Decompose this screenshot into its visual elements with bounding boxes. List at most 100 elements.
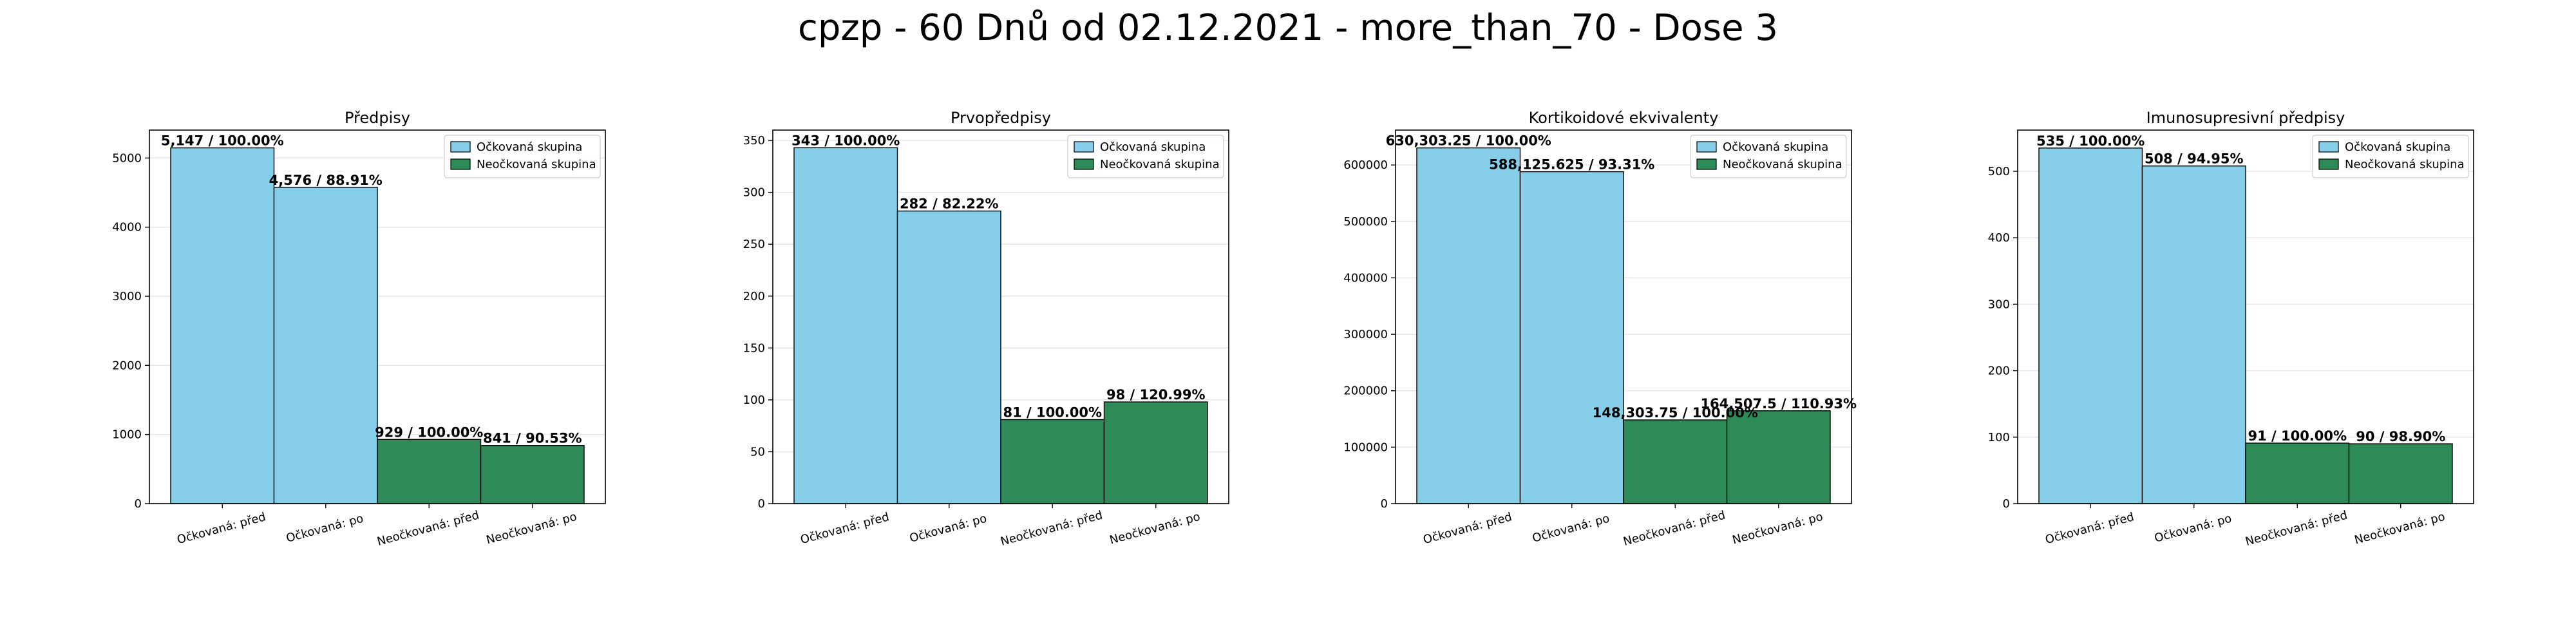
legend-box	[1067, 135, 1224, 178]
panel-title: Předpisy	[345, 109, 410, 127]
y-tick-label: 4000	[112, 221, 142, 234]
y-tick-label: 150	[743, 341, 765, 355]
data-label: 164,507.5 / 110.93%	[1700, 396, 1857, 412]
panel-title: Prvopředpisy	[951, 109, 1051, 127]
legend: Očkovaná skupina Neočkovaná skupina	[1067, 135, 1224, 178]
legend-label: Očkovaná skupina	[1723, 140, 1828, 154]
x-tick-label: Neočkovaná: po	[1108, 510, 1202, 547]
axes-frame	[1395, 129, 1852, 504]
bar	[480, 445, 585, 504]
y-tick-label: 400	[1988, 231, 2010, 245]
bar	[896, 210, 1001, 504]
chart-panel: 630,303.25 / 100.00% 588,125.625 / 93.31%…	[1343, 109, 1857, 549]
y-tick-label: 250	[743, 238, 765, 251]
legend: Očkovaná skupina Neočkovaná skupina	[1690, 135, 1847, 178]
x-tick-label: Očkovaná: před	[2044, 510, 2136, 547]
y-tick-label: 400000	[1343, 271, 1388, 285]
y-tick-label: 2000	[112, 359, 142, 372]
data-label: 508 / 94.95%	[2145, 151, 2244, 167]
x-tick-label: Neočkovaná: po	[2353, 510, 2447, 547]
x-tick-label: Očkovaná: po	[1531, 512, 1611, 545]
data-label: 91 / 100.00%	[2248, 428, 2347, 444]
legend-label: Neočkovaná skupina	[1723, 158, 1842, 171]
axes-frame	[2017, 129, 2474, 504]
axes-frame	[772, 129, 1229, 504]
data-label: 148,303.75 / 100.00%	[1593, 405, 1758, 421]
legend-label: Neočkovaná skupina	[477, 158, 596, 171]
x-tick-label: Neočkovaná: před	[999, 508, 1104, 548]
chart-panel: 5,147 / 100.00% 4,576 / 88.91% 929 / 100.0…	[112, 109, 606, 549]
y-tick-label: 5000	[112, 151, 142, 165]
y-tick-label: 1000	[112, 428, 142, 442]
data-label: 630,303.25 / 100.00%	[1386, 133, 1551, 149]
x-tick-label: Očkovaná: po	[2153, 512, 2233, 545]
x-tick-label: Neočkovaná: před	[2244, 508, 2349, 548]
y-tick-label: 0	[135, 497, 142, 511]
figure-title: cpzp - 60 Dnů od 02.12.2021 - more_than_…	[798, 7, 1778, 49]
legend-label: Očkovaná skupina	[1100, 140, 1206, 154]
bar	[1726, 410, 1831, 504]
axes-frame	[149, 129, 606, 504]
bar	[1103, 401, 1208, 504]
y-tick-label: 500000	[1343, 215, 1388, 229]
data-label: 98 / 120.99%	[1106, 387, 1206, 402]
data-label: 588,125.625 / 93.31%	[1489, 157, 1654, 173]
panel-title: Imunosupresivní předpisy	[2146, 109, 2345, 127]
y-tick-label: 100	[1988, 431, 2010, 444]
panel-title: Kortikoidové ekvivalenty	[1529, 109, 1719, 127]
chart-panel: 535 / 100.00%508 / 94.95% 91 / 100.00% 90 …	[1988, 109, 2474, 549]
y-tick-label: 350	[743, 134, 765, 147]
bar	[1519, 171, 1624, 504]
y-tick-label: 0	[1381, 497, 1388, 511]
data-label: 81 / 100.00%	[1003, 405, 1102, 421]
bar	[2141, 166, 2246, 504]
legend-box	[1690, 135, 1847, 178]
x-tick-label: Neočkovaná: před	[1622, 508, 1727, 548]
bar	[1416, 147, 1521, 504]
legend-label: Očkovaná skupina	[477, 140, 582, 154]
legend-box	[2312, 135, 2469, 178]
legend: Očkovaná skupina Neočkovaná skupina	[2312, 135, 2469, 178]
x-tick-label: Očkovaná: po	[908, 512, 988, 545]
legend-swatch	[1074, 158, 1094, 170]
y-tick-label: 300	[1988, 298, 2010, 311]
y-tick-label: 0	[2003, 497, 2010, 511]
legend-swatch	[1696, 141, 1717, 153]
legend-swatch	[450, 141, 471, 153]
data-label: 343 / 100.00%	[791, 133, 900, 148]
legend-swatch	[450, 158, 471, 170]
legend: Očkovaná skupina Neočkovaná skupina	[444, 135, 601, 178]
legend-swatch	[1074, 141, 1094, 153]
y-tick-label: 600000	[1343, 158, 1388, 172]
legend-label: Neočkovaná skupina	[1100, 158, 1220, 171]
legend-label: Očkovaná skupina	[2345, 140, 2450, 154]
y-tick-label: 200	[743, 290, 765, 303]
legend-swatch	[2318, 141, 2339, 153]
legend-swatch	[1696, 158, 1717, 170]
y-tick-label: 300000	[1343, 328, 1388, 341]
y-tick-label: 300	[743, 186, 765, 200]
bar	[1623, 419, 1728, 504]
data-label: 90 / 98.90%	[2356, 429, 2445, 444]
bar	[2245, 442, 2350, 504]
x-tick-label: Neočkovaná: po	[485, 510, 578, 547]
bar	[793, 147, 898, 504]
bar	[1000, 419, 1105, 504]
y-tick-label: 3000	[112, 290, 142, 303]
legend-swatch	[2318, 158, 2339, 170]
x-tick-label: Očkovaná: před	[176, 510, 267, 547]
data-label: 4,576 / 88.91%	[269, 173, 383, 188]
data-label: 929 / 100.00%	[375, 424, 483, 440]
y-tick-label: 100	[743, 393, 765, 407]
x-tick-label: Neočkovaná: před	[375, 508, 480, 548]
x-tick-label: Očkovaná: před	[799, 510, 891, 547]
x-tick-label: Neočkovaná: po	[1731, 510, 1824, 547]
y-tick-label: 200000	[1343, 384, 1388, 398]
legend-box	[444, 135, 601, 178]
bar	[170, 147, 275, 504]
y-tick-label: 500	[1988, 165, 2010, 178]
bar	[2038, 147, 2143, 504]
data-label: 5,147 / 100.00%	[161, 133, 284, 149]
bar	[273, 187, 378, 504]
